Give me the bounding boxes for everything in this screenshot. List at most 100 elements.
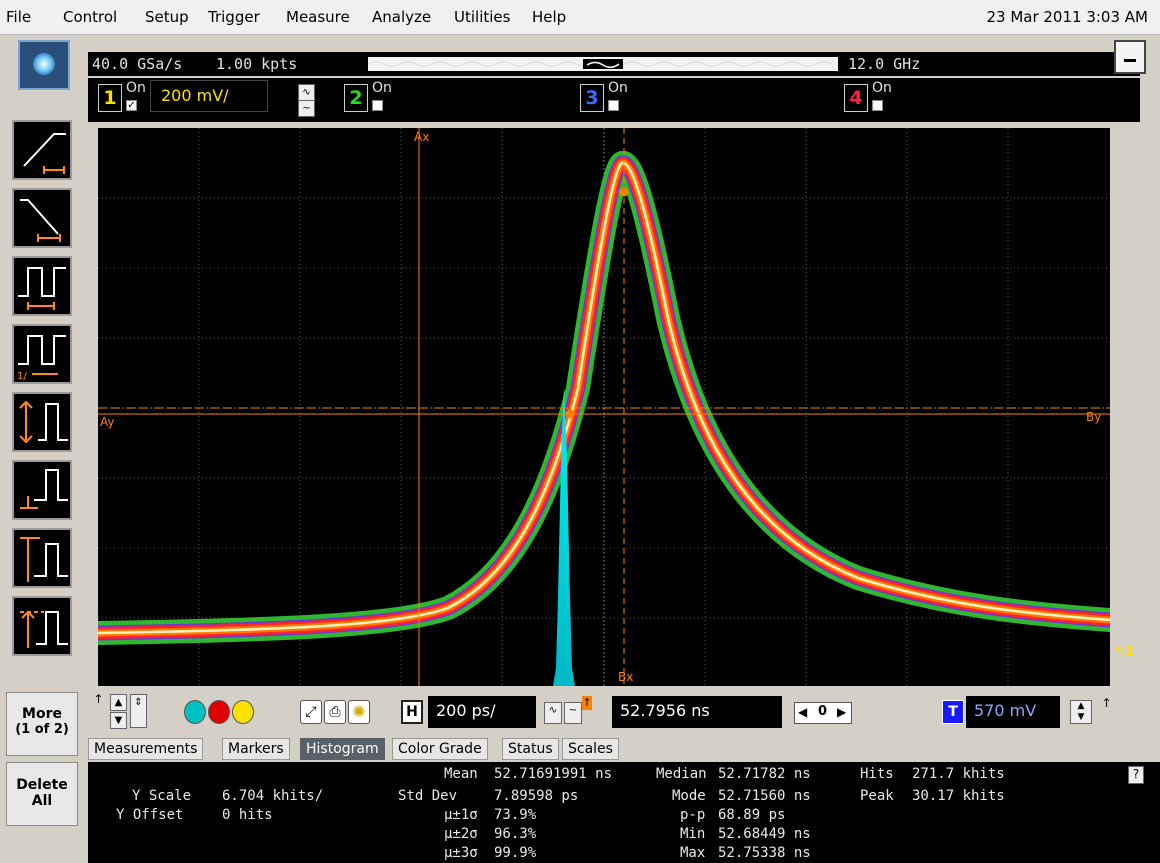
tab-scales[interactable]: Scales (562, 738, 619, 760)
top-measure-icon[interactable] (12, 528, 72, 588)
red-color-icon[interactable] (208, 700, 230, 724)
peak-value: 30.17 khits (912, 788, 1005, 804)
channel-2-on-checkbox[interactable] (372, 100, 383, 111)
pp-value: 68.89 ps (718, 807, 786, 823)
channel-1-on-label: On (126, 80, 146, 96)
marker-b-point[interactable] (619, 187, 629, 197)
tab-color-grade[interactable]: Color Grade (392, 738, 488, 760)
channel-1-scale[interactable]: 200 mV/ (150, 80, 268, 112)
scroll-up-icon[interactable]: ▲ (110, 694, 127, 711)
brightness-icon[interactable]: ✺ (348, 700, 370, 724)
menu-utilities[interactable]: Utilities (454, 8, 511, 26)
channel-4-button[interactable]: 4 (844, 84, 868, 112)
date-time: 23 Mar 2011 3:03 AM (986, 8, 1148, 26)
channel-1-button[interactable]: 1 (98, 84, 122, 112)
base-measure-icon[interactable] (12, 460, 72, 520)
acquisition-bar: 40.0 GSa/s 1.00 kpts 12.0 GHz (88, 52, 1140, 76)
marker-by-label[interactable]: By (1086, 410, 1102, 424)
memory-depth[interactable]: 1.00 kpts (216, 55, 298, 73)
waveform-display[interactable]: Ax Ay Bx By (98, 128, 1110, 686)
autoscale-icon[interactable]: ⤢ (300, 700, 322, 724)
delete-label: Delete (16, 777, 68, 793)
delay-navigation: ◀ 0 ▶ (794, 702, 852, 724)
min-value: 52.68449 ns (718, 826, 811, 842)
sigma3-value: 99.9% (494, 845, 537, 861)
channel-3-on-checkbox[interactable] (608, 100, 619, 111)
delay-marker-icon: ↑ (582, 696, 592, 710)
pp-label: p-p (680, 807, 706, 823)
minimize-icon[interactable] (1114, 40, 1146, 74)
sample-rate[interactable]: 40.0 GSa/s (92, 55, 183, 73)
trigger-level-spin-icon[interactable]: ▲ ▼ (1070, 700, 1092, 724)
overshoot-measure-icon[interactable] (12, 596, 72, 656)
channel-1-coupling-dc-icon[interactable]: ~ (298, 100, 315, 117)
tab-markers[interactable]: Markers (222, 738, 290, 760)
vertical-position-up-icon[interactable]: ↑ (93, 692, 104, 706)
menu-help[interactable]: Help (532, 8, 567, 26)
sigma2-label: μ±2σ (444, 826, 478, 842)
control-bar: ↑ ▲ ▼ ⇕ ⤢ ⎙ ✺ H 200 ps/ ∿ ~ ↑ 52.7956 ns… (88, 690, 1140, 738)
print-icon[interactable]: ⎙ (324, 700, 346, 724)
more-sub-label: (1 of 2) (15, 722, 69, 737)
median-value: 52.71782 ns (718, 766, 811, 782)
horizontal-scale-field[interactable]: 200 ps/ (428, 696, 536, 728)
tab-status[interactable]: Status (502, 738, 559, 760)
horizontal-button[interactable]: H (401, 700, 423, 724)
menu-trigger[interactable]: Trigger (208, 8, 260, 26)
trigger-position-up-icon[interactable]: ↑ (1101, 696, 1112, 710)
channel-3-button[interactable]: 3 (580, 84, 604, 112)
histogram-plot (553, 386, 575, 686)
tab-histogram[interactable]: Histogram (300, 738, 385, 760)
tab-bar: Measurements Markers Histogram Color Gra… (88, 738, 1160, 762)
svg-text:1/: 1/ (17, 371, 27, 382)
menu-file[interactable]: File (6, 8, 32, 26)
menu-bar: File Control Setup Trigger Measure Analy… (0, 0, 1160, 35)
channel-1-on-checkbox[interactable]: ✓ (126, 100, 137, 111)
amplitude-measure-icon[interactable] (12, 392, 72, 452)
yellow-color-icon[interactable] (232, 700, 254, 724)
nav-right-icon[interactable]: ▶ (837, 705, 847, 719)
help-icon[interactable]: ? (1128, 766, 1144, 784)
sigma2-value: 96.3% (494, 826, 537, 842)
trigger-level-field[interactable]: 570 mV (966, 696, 1060, 728)
sigma3-label: μ±3σ (444, 845, 478, 861)
marker-ax-label[interactable]: Ax (414, 130, 430, 144)
scroll-arrows-icon[interactable]: ⇕ (130, 694, 147, 728)
brand-logo-icon[interactable] (18, 40, 70, 90)
nav-center-button[interactable]: 0 (818, 704, 828, 719)
horizontal-delay-field[interactable]: 52.7956 ns (612, 696, 782, 728)
marker-bx-label[interactable]: Bx (618, 670, 634, 684)
edge-rising-icon[interactable]: ∿ (544, 702, 562, 724)
channel-4-on-checkbox[interactable] (872, 100, 883, 111)
delete-sub-label: All (31, 793, 53, 809)
rise-time-measure-icon[interactable] (12, 120, 72, 180)
channel-1-coupling-ac-icon[interactable]: ∿ (298, 84, 315, 101)
mean-value: 52.71691991 ns (494, 766, 613, 782)
max-value: 52.75338 ns (718, 845, 811, 861)
menu-analyze[interactable]: Analyze (372, 8, 432, 26)
trigger-button[interactable]: T (942, 700, 964, 724)
sigma1-value: 73.9% (494, 807, 537, 823)
period-measure-icon[interactable] (12, 256, 72, 316)
channel-2-button[interactable]: 2 (344, 84, 368, 112)
delete-all-button[interactable]: Delete All (6, 762, 78, 826)
tab-measurements[interactable]: Measurements (88, 738, 204, 760)
menu-control[interactable]: Control (63, 8, 118, 26)
menu-measure[interactable]: Measure (286, 8, 350, 26)
marker-ay-label[interactable]: Ay (100, 415, 115, 429)
mean-label: Mean (444, 766, 478, 782)
nav-left-icon[interactable]: ◀ (798, 705, 808, 719)
mode-value: 52.71560 ns (718, 788, 811, 804)
more-button[interactable]: More (1 of 2) (6, 692, 78, 756)
channel-bar: 1 On ✓ 200 mV/ ∿ ~ 2 On 3 On 4 On (88, 78, 1140, 122)
menu-setup[interactable]: Setup (145, 8, 189, 26)
waveform-position-bar[interactable] (368, 57, 838, 71)
bandwidth[interactable]: 12.0 GHz (848, 55, 921, 73)
edge-falling-icon[interactable]: ~ (564, 702, 582, 724)
frequency-measure-icon[interactable]: 1/ (12, 324, 72, 384)
marker-a-point[interactable] (565, 409, 575, 419)
scroll-down-icon[interactable]: ▼ (110, 712, 127, 729)
hits-label: Hits (860, 766, 894, 782)
fall-time-measure-icon[interactable] (12, 188, 72, 248)
cyan-color-icon[interactable] (184, 700, 206, 724)
